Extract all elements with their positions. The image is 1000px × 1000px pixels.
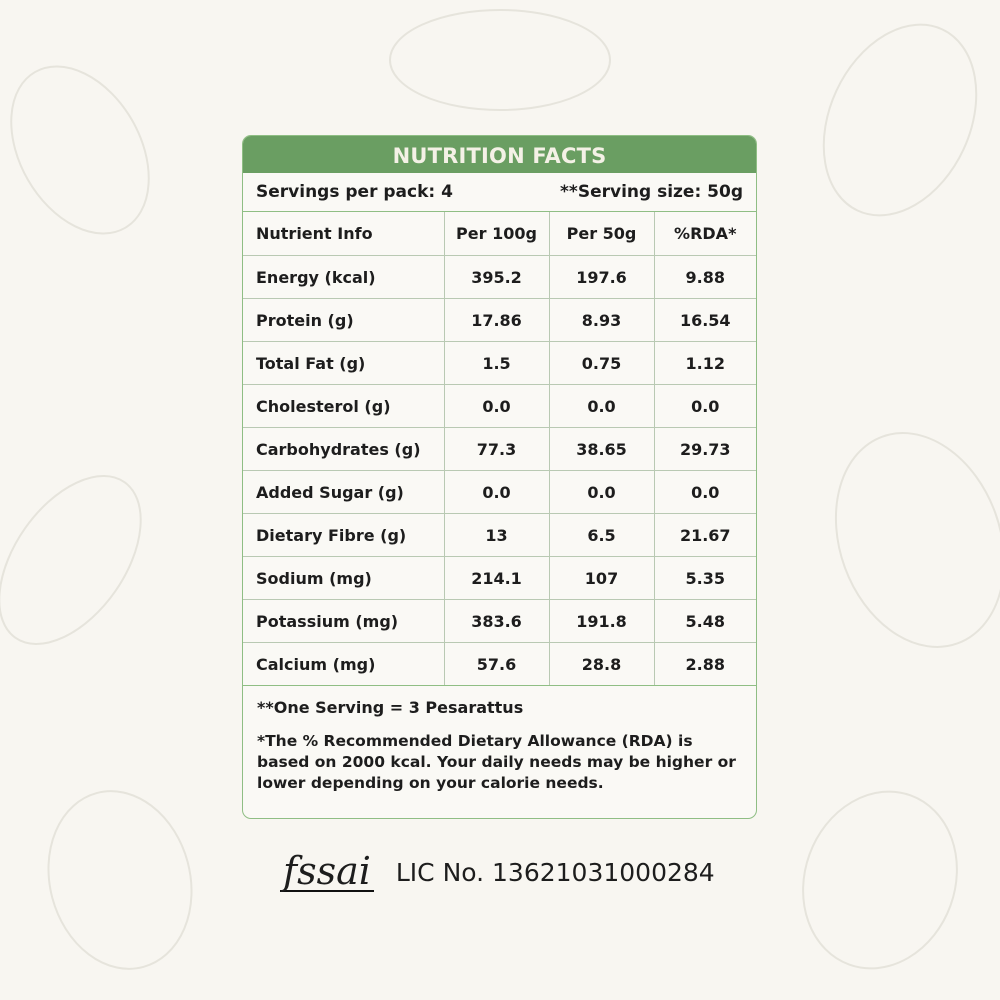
license-number: LIC No. 13621031000284	[395, 857, 715, 887]
per-100g-value: 0.0	[443, 384, 550, 428]
per-50g-value: 28.8	[548, 642, 655, 686]
per-100g-value: 1.5	[443, 341, 550, 385]
nutrition-table: Nutrient Info Per 100g Per 50g %RDA* Ene…	[243, 212, 756, 686]
nutrient-name: Carbohydrates (g)	[243, 427, 445, 471]
table-row: Cholesterol (g) 0.0 0.0 0.0	[243, 384, 756, 428]
rda-value: 0.0	[653, 470, 756, 514]
serving-info: Servings per pack: 4 **Serving size: 50g	[243, 173, 756, 212]
header-nutrient: Nutrient Info	[243, 212, 445, 256]
nutrient-name: Added Sugar (g)	[243, 470, 445, 514]
servings-per-pack: Servings per pack: 4	[256, 182, 453, 202]
nutrient-name: Total Fat (g)	[243, 341, 445, 385]
rda-value: 21.67	[653, 513, 756, 557]
footnotes: **One Serving = 3 Pesarattus *The % Reco…	[243, 686, 756, 806]
nutrient-name: Dietary Fibre (g)	[243, 513, 445, 557]
rda-value: 1.12	[653, 341, 756, 385]
table-row: Potassium (mg) 383.6 191.8 5.48	[243, 599, 756, 643]
nutrient-name: Calcium (mg)	[243, 642, 445, 686]
per-100g-value: 17.86	[443, 298, 550, 342]
nutrient-name: Potassium (mg)	[243, 599, 445, 643]
rda-value: 5.48	[653, 599, 756, 643]
nutrient-name: Protein (g)	[243, 298, 445, 342]
table-header-row: Nutrient Info Per 100g Per 50g %RDA*	[243, 212, 756, 256]
nutrient-name: Sodium (mg)	[243, 556, 445, 600]
rda-value: 29.73	[653, 427, 756, 471]
per-50g-value: 191.8	[548, 599, 655, 643]
nutrient-name: Energy (kcal)	[243, 255, 445, 299]
panel-title: NUTRITION FACTS	[243, 136, 756, 173]
per-50g-value: 38.65	[548, 427, 655, 471]
table-row: Energy (kcal) 395.2 197.6 9.88	[243, 255, 756, 299]
per-100g-value: 0.0	[443, 470, 550, 514]
table-row: Carbohydrates (g) 77.3 38.65 29.73	[243, 427, 756, 471]
header-rda: %RDA*	[653, 212, 756, 256]
per-100g-value: 214.1	[443, 556, 550, 600]
per-50g-value: 8.93	[548, 298, 655, 342]
header-per-50g: Per 50g	[548, 212, 655, 256]
per-50g-value: 6.5	[548, 513, 655, 557]
per-100g-value: 13	[443, 513, 550, 557]
table-row: Dietary Fibre (g) 13 6.5 21.67	[243, 513, 756, 557]
table-row: Sodium (mg) 214.1 107 5.35	[243, 556, 756, 600]
rda-footnote: *The % Recommended Dietary Allowance (RD…	[257, 732, 736, 792]
license-block: fssai LIC No. 13621031000284	[280, 852, 715, 892]
rda-value: 2.88	[653, 642, 756, 686]
serving-footnote: **One Serving = 3 Pesarattus	[257, 698, 524, 717]
table-row: Calcium (mg) 57.6 28.8 2.88	[243, 642, 756, 686]
rda-value: 16.54	[653, 298, 756, 342]
per-50g-value: 107	[548, 556, 655, 600]
per-50g-value: 197.6	[548, 255, 655, 299]
rda-value: 0.0	[653, 384, 756, 428]
rda-value: 5.35	[653, 556, 756, 600]
serving-size: **Serving size: 50g	[560, 182, 743, 202]
table-row: Added Sugar (g) 0.0 0.0 0.0	[243, 470, 756, 514]
table-row: Total Fat (g) 1.5 0.75 1.12	[243, 341, 756, 385]
per-50g-value: 0.0	[548, 384, 655, 428]
nutrition-facts-panel: NUTRITION FACTS Servings per pack: 4 **S…	[242, 135, 757, 819]
nutrient-name: Cholesterol (g)	[243, 384, 445, 428]
fssai-logo: fssai	[280, 852, 374, 892]
per-50g-value: 0.75	[548, 341, 655, 385]
per-100g-value: 77.3	[443, 427, 550, 471]
per-100g-value: 383.6	[443, 599, 550, 643]
rda-value: 9.88	[653, 255, 756, 299]
per-50g-value: 0.0	[548, 470, 655, 514]
table-row: Protein (g) 17.86 8.93 16.54	[243, 298, 756, 342]
per-100g-value: 57.6	[443, 642, 550, 686]
header-per-100g: Per 100g	[443, 212, 550, 256]
per-100g-value: 395.2	[443, 255, 550, 299]
